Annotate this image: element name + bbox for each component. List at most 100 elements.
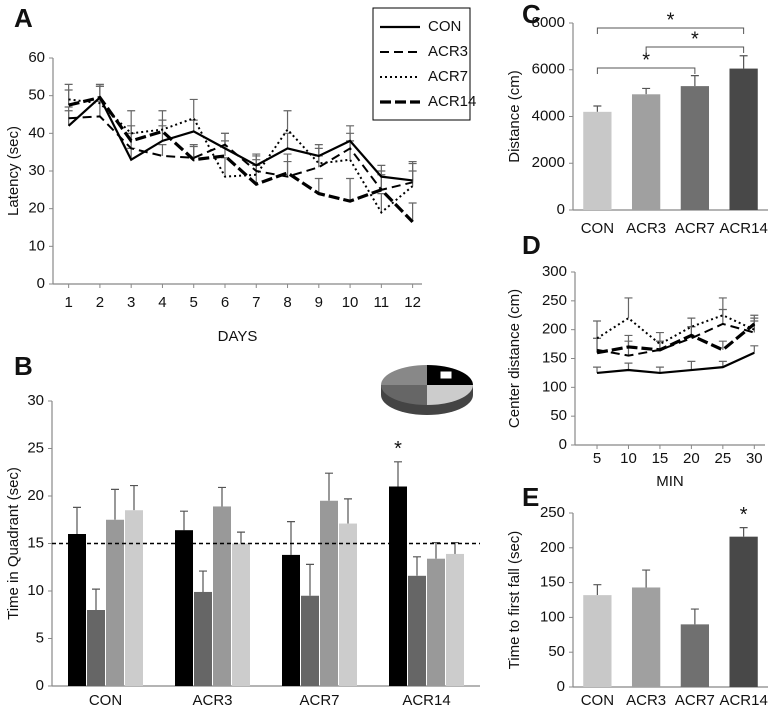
y-axis-label: Center distance (cm): [506, 289, 523, 428]
error-bar: [199, 570, 207, 592]
bar: [175, 530, 193, 686]
error-bar: [432, 541, 440, 559]
x-tick-label: ACR14: [402, 692, 450, 708]
y-axis-label: Latency (sec): [5, 126, 22, 216]
y-tick-label: 300: [542, 263, 567, 280]
y-tick-label: 100: [542, 378, 567, 395]
error-bar: [111, 488, 119, 520]
bar: [320, 500, 338, 686]
x-tick-label: 5: [190, 294, 198, 311]
x-tick-label: CON: [581, 692, 614, 708]
bar: [583, 111, 612, 210]
error-bar: [718, 297, 727, 316]
error-bar: [642, 569, 651, 588]
bar: [68, 534, 86, 686]
bar: [301, 595, 319, 686]
series-line: [68, 98, 414, 214]
y-tick-label: 50: [28, 87, 45, 104]
error-bar: [739, 55, 748, 69]
x-tick-label: 7: [252, 294, 260, 311]
error-bar: [687, 317, 696, 327]
y-tick-label: 8000: [532, 14, 565, 31]
y-tick-label: 0: [557, 678, 565, 695]
bar: [87, 610, 105, 686]
x-tick-label: 8: [283, 294, 291, 311]
x-axis-label: DAYS: [218, 328, 258, 345]
y-tick-label: 200: [540, 539, 565, 556]
y-axis-label: Time in Quadrant (sec): [5, 467, 22, 620]
bar: [339, 523, 357, 686]
x-tick-label: 4: [158, 294, 166, 311]
significance-label: *: [667, 9, 675, 31]
x-tick-label: 25: [715, 450, 732, 467]
error-bar: [73, 506, 81, 534]
error-bar: [413, 556, 421, 576]
legend-label: ACR14: [428, 93, 476, 110]
x-tick-label: 5: [593, 450, 601, 467]
x-axis-label: MIN: [656, 473, 684, 490]
error-bar: [624, 334, 633, 347]
error-bar: [158, 144, 167, 156]
y-tick-label: 2000: [532, 154, 565, 171]
x-tick-label: ACR3: [192, 692, 232, 708]
legend-label: ACR3: [428, 43, 468, 60]
x-tick-label: 30: [746, 450, 763, 467]
annotation: *: [740, 504, 748, 526]
y-tick-label: 20: [27, 487, 44, 504]
error-bar: [218, 486, 226, 507]
bar: [408, 575, 426, 686]
series-line: [596, 314, 755, 346]
y-tick-label: 10: [27, 582, 44, 599]
series-line: [596, 322, 755, 357]
bar: [729, 536, 758, 687]
error-bar: [750, 345, 759, 353]
series-line: [596, 322, 756, 355]
series-line: [68, 95, 414, 223]
error-bar: [64, 106, 73, 119]
y-tick-label: 0: [559, 436, 567, 453]
error-bar: [346, 177, 355, 202]
x-tick-label: 12: [404, 294, 421, 311]
x-tick-label: 2: [96, 294, 104, 311]
y-tick-label: 0: [37, 275, 45, 292]
error-bar: [690, 608, 699, 625]
bar: [194, 591, 212, 686]
panel-label: E: [522, 482, 539, 512]
significance-label: *: [642, 49, 650, 71]
y-tick-label: 200: [542, 321, 567, 338]
error-bar: [394, 461, 402, 487]
x-tick-label: ACR3: [626, 220, 666, 237]
y-tick-label: 20: [28, 200, 45, 217]
error-bar: [750, 314, 759, 324]
bar: [125, 510, 143, 686]
y-tick-label: 0: [36, 677, 44, 694]
error-bar: [306, 563, 314, 596]
x-tick-label: ACR14: [719, 692, 767, 708]
series-line: [68, 115, 413, 191]
error-bar: [325, 472, 333, 501]
error-bar: [283, 110, 292, 130]
y-tick-label: 4000: [532, 107, 565, 124]
error-bar: [593, 320, 602, 339]
bar: [232, 543, 250, 686]
error-bar: [690, 74, 699, 87]
panel-label: C: [522, 0, 541, 29]
error-bar: [189, 98, 198, 119]
bar: [106, 519, 124, 686]
error-bar: [642, 87, 651, 95]
x-tick-label: 20: [683, 450, 700, 467]
error-bar: [95, 85, 104, 98]
panel-label: A: [14, 3, 33, 33]
y-tick-label: 0: [557, 201, 565, 218]
bar: [389, 486, 407, 686]
bar: [282, 554, 300, 686]
bar: [583, 595, 612, 687]
error-bar: [283, 153, 292, 173]
significance-bracket: [596, 67, 696, 74]
y-axis-label: Distance (cm): [506, 70, 523, 163]
error-bar: [189, 119, 198, 132]
error-bar: [451, 541, 459, 554]
x-tick-label: ACR14: [719, 220, 767, 237]
y-tick-label: 100: [540, 608, 565, 625]
